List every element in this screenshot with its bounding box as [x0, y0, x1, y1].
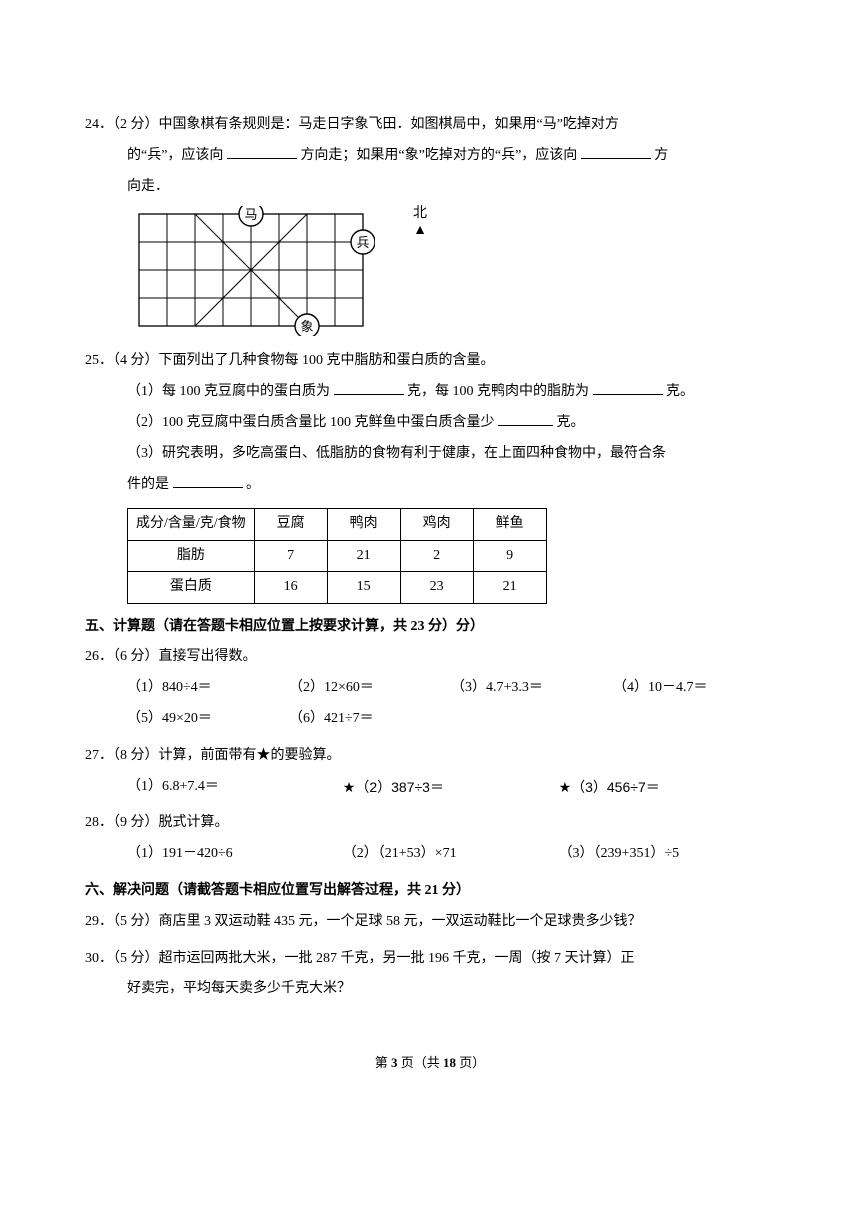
table-cell: 21 — [473, 572, 546, 603]
blank-field[interactable] — [593, 380, 663, 395]
q24-text-c: 方 — [654, 148, 668, 163]
q24-text-b: 方向走；如果用“象”吃掉对方的“兵”，应该向 — [300, 148, 577, 163]
table-cell: 23 — [400, 572, 473, 603]
q27-row: （1）6.8+7.4＝ ★（2）387÷3＝ ★（3）456÷7＝ — [85, 772, 775, 803]
calc-item: （1）191－420÷6 — [127, 839, 343, 870]
calc-item: ★（2）387÷3＝ — [343, 772, 559, 803]
table-row: 蛋白质 16 15 23 21 — [128, 572, 547, 603]
question-24: 24．（2 分）中国象棋有条规则是：马走日字象飞田．如图棋局中，如果用“马”吃掉… — [85, 110, 775, 336]
svg-text:马: 马 — [244, 207, 257, 222]
nutrition-table: 成分/含量/克/食物 豆腐 鸭肉 鸡肉 鲜鱼 脂肪 7 21 2 9 蛋白质 1… — [127, 508, 547, 603]
calc-item: （3）4.7+3.3＝ — [451, 673, 613, 704]
q26-row1: （1）840÷4＝ （2）12×60＝ （3）4.7+3.3＝ （4）10－4.… — [85, 673, 775, 704]
q27-text: 27．（8 分）计算，前面带有★的要验算。 — [85, 741, 775, 772]
calc-item: ★（3）456÷7＝ — [559, 772, 775, 803]
page-content: 24．（2 分）中国象棋有条规则是：马走日字象飞田．如图棋局中，如果用“马”吃掉… — [0, 0, 860, 1118]
piece-xiang: 象 — [295, 314, 319, 336]
text: 克。 — [666, 384, 694, 399]
text: （2）100 克豆腐中蛋白质含量比 100 克鲜鱼中蛋白质含量少 — [127, 415, 495, 430]
north-label: 北 — [413, 206, 427, 221]
calc-item: （2）（21+53）×71 — [343, 839, 559, 870]
piece-ma: 马 — [239, 206, 263, 226]
north-arrow-icon: ▲ — [413, 223, 427, 238]
q30-line2: 好卖完，平均每天卖多少千克大米？ — [85, 974, 775, 1005]
text: （1）每 100 克豆腐中的蛋白质为 — [127, 384, 330, 399]
table-header: 鲜鱼 — [473, 509, 546, 540]
calc-item: （3）（239+351）÷5 — [559, 839, 775, 870]
text: 克。 — [557, 415, 585, 430]
blank-field[interactable] — [173, 473, 243, 488]
svg-text:象: 象 — [300, 319, 313, 334]
footer-text: 页） — [459, 1055, 485, 1070]
section-5-title: 五、计算题（请在答题卡相应位置上按要求计算，共 23 分）分） — [85, 612, 775, 643]
calc-item: （4）10－4.7＝ — [613, 673, 775, 704]
calc-item: （6）421÷7＝ — [289, 704, 451, 735]
svg-text:兵: 兵 — [356, 235, 369, 250]
q28-row: （1）191－420÷6 （2）（21+53）×71 （3）（239+351）÷… — [85, 839, 775, 870]
blank-field[interactable] — [227, 144, 297, 159]
text: 件的是 — [127, 477, 169, 492]
q25-line1: 25．（4 分）下面列出了几种食物每 100 克中脂肪和蛋白质的含量。 — [85, 346, 775, 377]
table-cell: 9 — [473, 540, 546, 571]
page-footer: 第 3 页（共 18 页） — [85, 1049, 775, 1078]
north-indicator: 北 ▲ — [413, 206, 427, 240]
blank-field[interactable] — [581, 144, 651, 159]
q28-text: 28．（9 分）脱式计算。 — [85, 808, 775, 839]
calc-item: （1）6.8+7.4＝ — [127, 772, 343, 803]
q26-row2: （5）49×20＝ （6）421÷7＝ — [85, 704, 775, 735]
chess-board: 马 兵 象 — [127, 206, 375, 336]
text: 克，每 100 克鸭肉中的脂肪为 — [407, 384, 589, 399]
piece-bing: 兵 — [351, 230, 375, 254]
q30-line1: 30．（5 分）超市运回两批大米，一批 287 千克，另一批 196 千克，一周… — [85, 944, 775, 975]
question-26: 26．（6 分）直接写出得数。 （1）840÷4＝ （2）12×60＝ （3）4… — [85, 642, 775, 734]
q24-line3: 向走． — [85, 172, 775, 203]
q26-text: 26．（6 分）直接写出得数。 — [85, 642, 775, 673]
q24-line1: 24．（2 分）中国象棋有条规则是：马走日字象飞田．如图棋局中，如果用“马”吃掉… — [85, 110, 775, 141]
table-header: 成分/含量/克/食物 — [128, 509, 255, 540]
table-header: 鸭肉 — [327, 509, 400, 540]
footer-current-page: 3 — [391, 1055, 398, 1070]
question-30: 30．（5 分）超市运回两批大米，一批 287 千克，另一批 196 千克，一周… — [85, 944, 775, 1006]
q25-p1: （1）每 100 克豆腐中的蛋白质为 克，每 100 克鸭肉中的脂肪为 克。 — [85, 377, 775, 408]
table-cell: 脂肪 — [128, 540, 255, 571]
chess-diagram-wrap: 马 兵 象 北 ▲ — [85, 206, 775, 336]
section-6-title: 六、解决问题（请截答题卡相应位置写出解答过程，共 21 分） — [85, 876, 775, 907]
q25-p3a: （3）研究表明，多吃高蛋白、低脂肪的食物有利于健康，在上面四种食物中，最符合条 — [85, 439, 775, 470]
blank-field[interactable] — [334, 380, 404, 395]
q24-text-a: 的“兵”，应该向 — [127, 148, 223, 163]
table-header: 豆腐 — [254, 509, 327, 540]
calc-item: （5）49×20＝ — [127, 704, 289, 735]
footer-text: 页（共 — [401, 1055, 440, 1070]
footer-total-pages: 18 — [443, 1055, 456, 1070]
table-cell: 7 — [254, 540, 327, 571]
question-25: 25．（4 分）下面列出了几种食物每 100 克中脂肪和蛋白质的含量。 （1）每… — [85, 346, 775, 603]
question-29: 29．（5 分）商店里 3 双运动鞋 435 元，一个足球 58 元，一双运动鞋… — [85, 907, 775, 938]
text: 。 — [246, 477, 260, 492]
table-cell: 21 — [327, 540, 400, 571]
calc-item: （1）840÷4＝ — [127, 673, 289, 704]
q25-p3b: 件的是 。 — [85, 470, 775, 501]
blank-field[interactable] — [498, 411, 553, 426]
q25-p2: （2）100 克豆腐中蛋白质含量比 100 克鲜鱼中蛋白质含量少 克。 — [85, 408, 775, 439]
table-cell: 蛋白质 — [128, 572, 255, 603]
question-28: 28．（9 分）脱式计算。 （1）191－420÷6 （2）（21+53）×71… — [85, 808, 775, 870]
table-row: 脂肪 7 21 2 9 — [128, 540, 547, 571]
table-cell: 2 — [400, 540, 473, 571]
calc-item: （2）12×60＝ — [289, 673, 451, 704]
table-cell: 15 — [327, 572, 400, 603]
table-cell: 16 — [254, 572, 327, 603]
table-row: 成分/含量/克/食物 豆腐 鸭肉 鸡肉 鲜鱼 — [128, 509, 547, 540]
question-27: 27．（8 分）计算，前面带有★的要验算。 （1）6.8+7.4＝ ★（2）38… — [85, 741, 775, 803]
footer-text: 第 — [375, 1055, 388, 1070]
table-header: 鸡肉 — [400, 509, 473, 540]
q24-line2: 的“兵”，应该向 方向走；如果用“象”吃掉对方的“兵”，应该向 方 — [85, 141, 775, 172]
